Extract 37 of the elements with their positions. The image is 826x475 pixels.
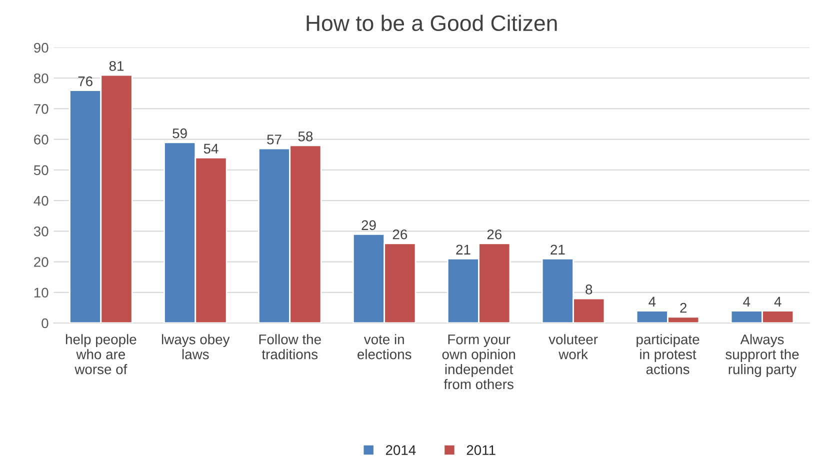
data-label: 4 bbox=[743, 296, 750, 306]
data-label: 59 bbox=[172, 128, 187, 138]
x-tick-label: Form your own opinion independet from others bbox=[442, 334, 515, 390]
x-tick-label: Follow the traditions bbox=[259, 334, 321, 360]
data-label: 76 bbox=[78, 76, 92, 86]
data-label: 26 bbox=[392, 229, 408, 240]
y-tick-label: 0 bbox=[42, 318, 48, 328]
data-label: 81 bbox=[109, 61, 124, 71]
x-tick-label: lways obey laws bbox=[162, 334, 230, 360]
y-tick-label: 30 bbox=[34, 226, 48, 236]
x-tick-label: voluteer work bbox=[548, 334, 598, 360]
data-label: 4 bbox=[648, 296, 656, 306]
y-tick-label: 20 bbox=[34, 257, 48, 267]
data-label: 4 bbox=[774, 296, 782, 306]
chart-title: How to be a Good Citizen bbox=[306, 14, 557, 32]
data-label: 57 bbox=[267, 134, 282, 144]
legend-label: 2014 bbox=[386, 445, 416, 456]
data-label: 21 bbox=[550, 244, 565, 254]
data-label: 2 bbox=[680, 302, 687, 313]
data-label: 29 bbox=[362, 220, 376, 230]
data-label: 21 bbox=[456, 244, 470, 254]
data-label: 8 bbox=[586, 284, 592, 294]
y-tick-label: 60 bbox=[34, 134, 48, 145]
x-tick-label: vote in elections bbox=[358, 334, 412, 360]
data-label: 26 bbox=[487, 229, 502, 240]
y-tick-label: 40 bbox=[34, 196, 48, 206]
legend-label: 2011 bbox=[466, 445, 496, 456]
x-tick-label: help people who are worse of bbox=[66, 334, 136, 374]
y-tick-label: 50 bbox=[34, 165, 48, 176]
y-tick-label: 70 bbox=[34, 104, 48, 114]
y-tick-label: 90 bbox=[34, 42, 48, 53]
y-tick-label: 80 bbox=[34, 73, 48, 84]
y-tick-label: 10 bbox=[34, 288, 48, 298]
data-label: 54 bbox=[204, 144, 218, 154]
data-label: 58 bbox=[298, 131, 313, 142]
x-tick-label: Always supprort the ruling party bbox=[726, 334, 799, 377]
x-tick-label: participate in protest actions bbox=[636, 334, 700, 374]
